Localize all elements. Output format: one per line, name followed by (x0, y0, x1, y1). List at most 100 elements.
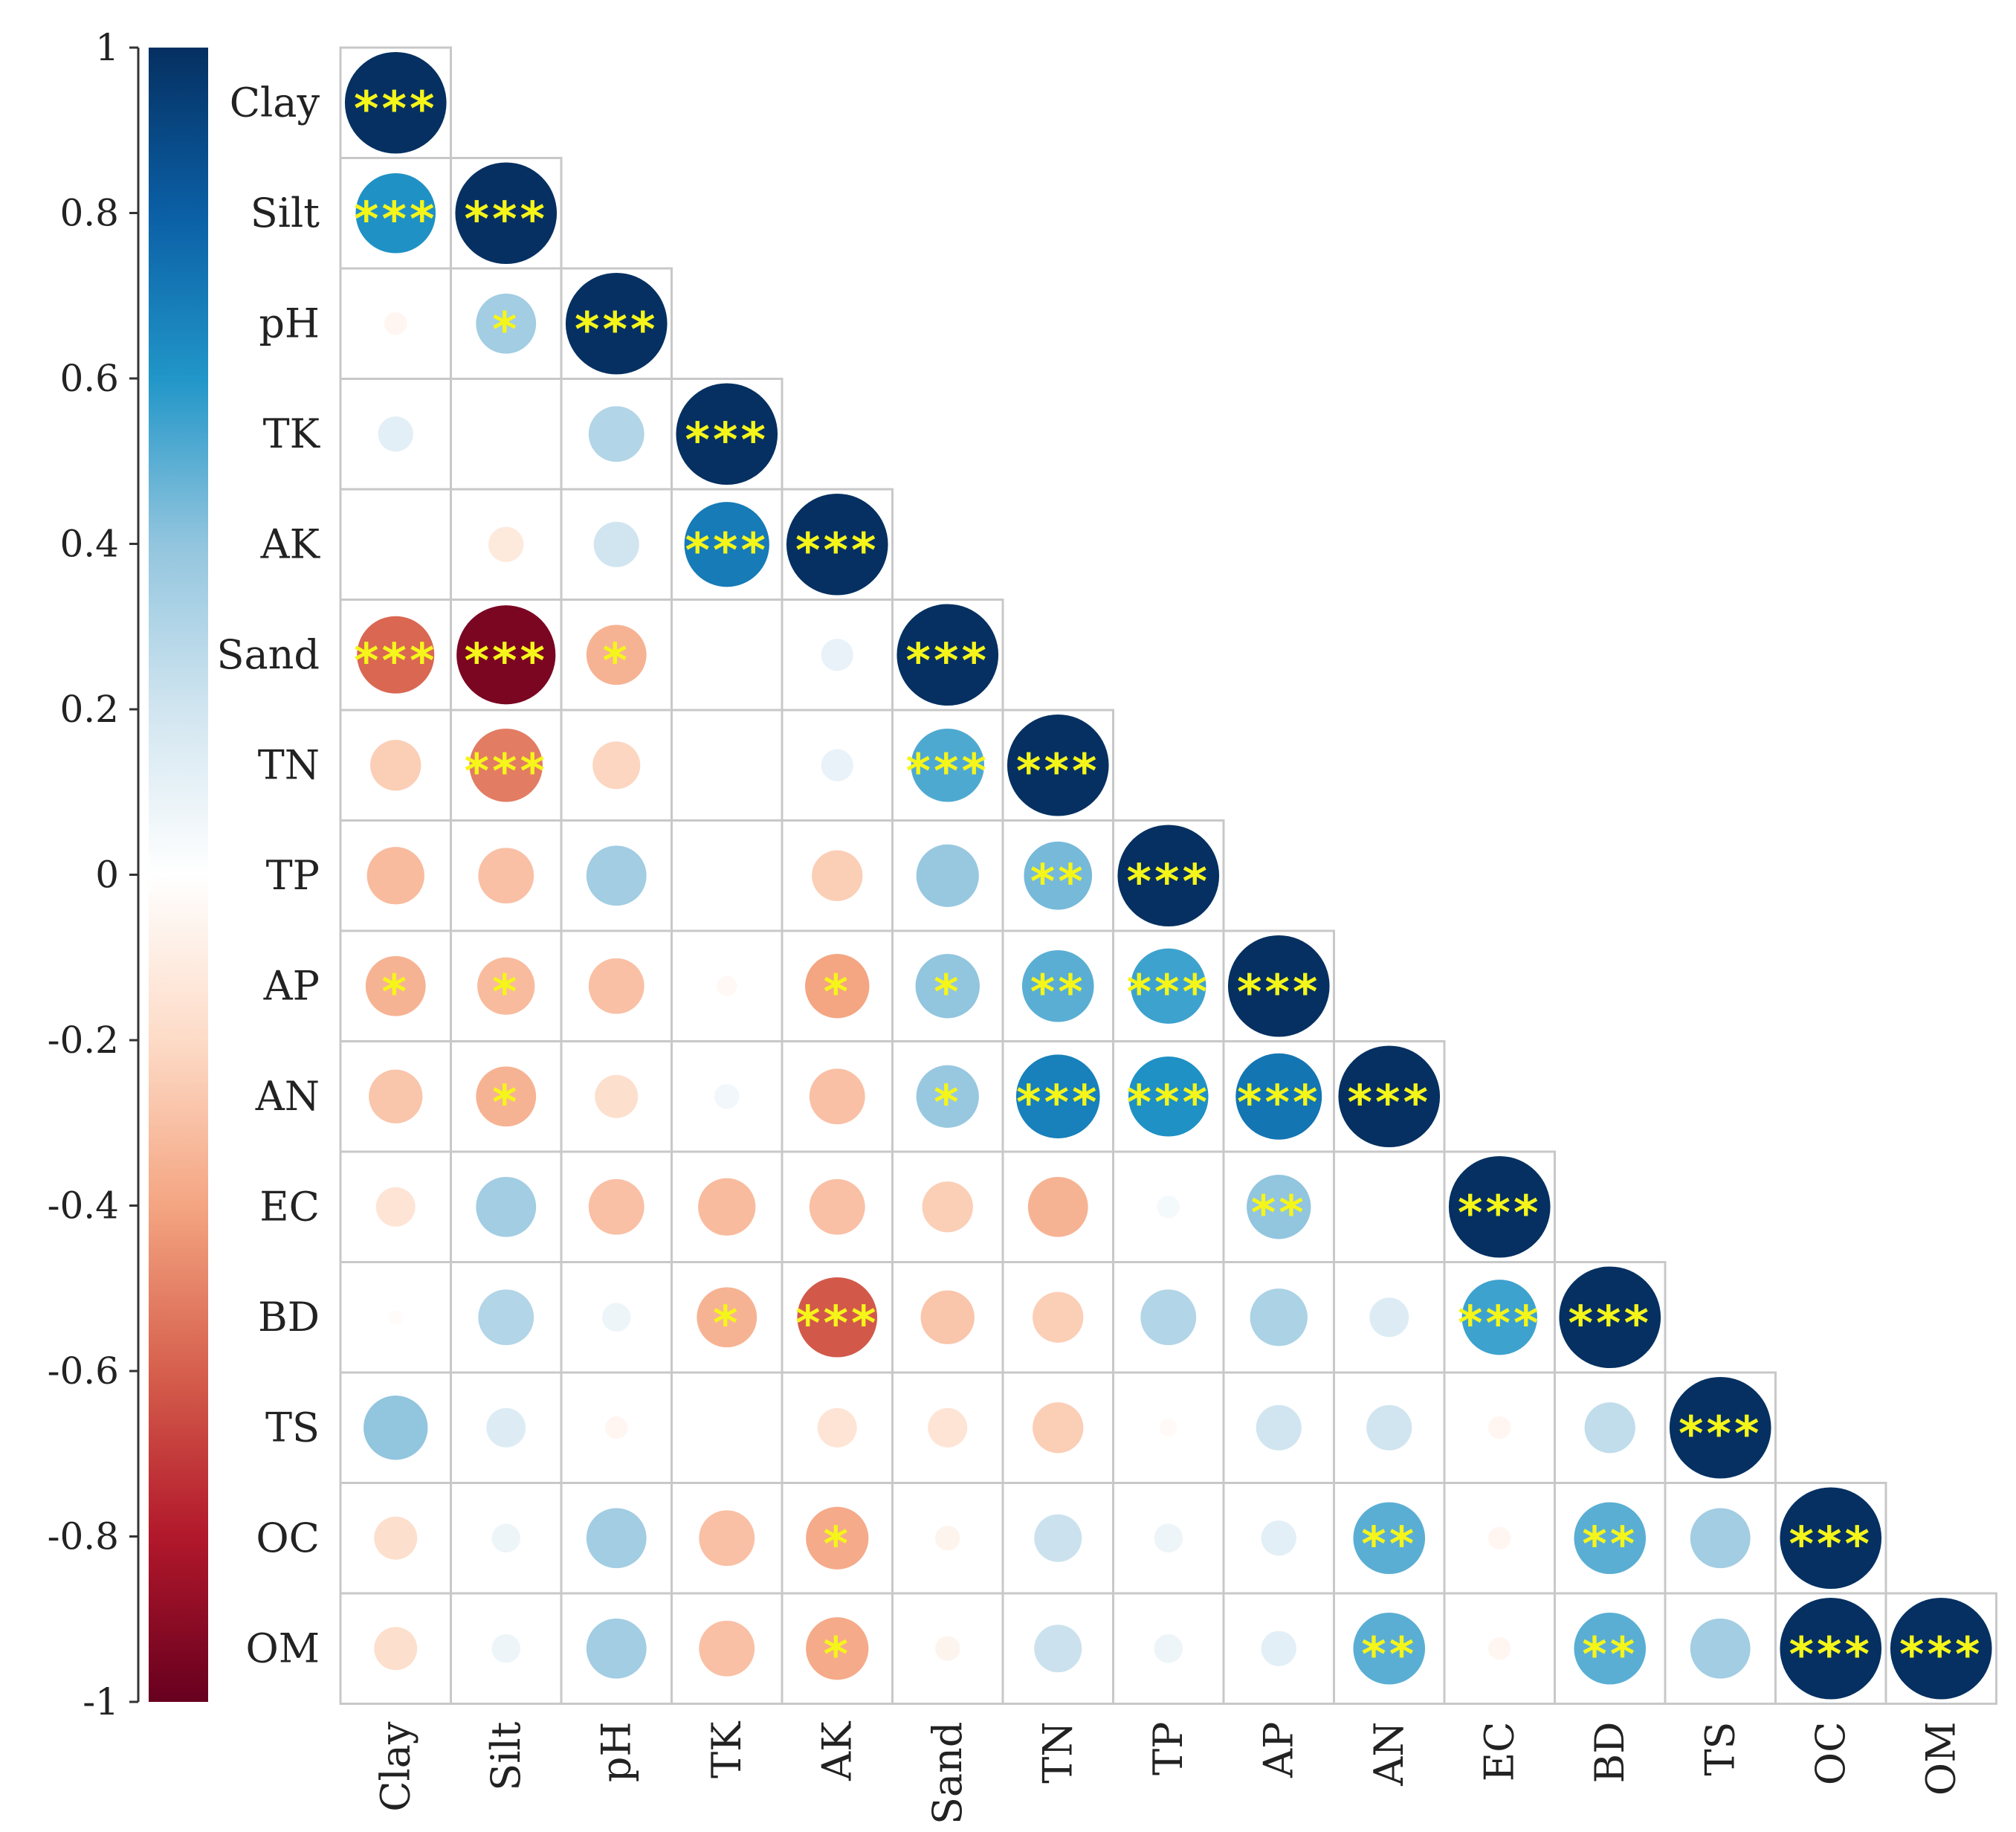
correlation-circle (1353, 1612, 1426, 1685)
cell-OM-AP (1222, 1592, 1335, 1705)
column-label: TS (1696, 1722, 1743, 1776)
cell-frame (671, 819, 784, 932)
cell-Silt-Silt: *** (450, 157, 563, 270)
significance-mark: *** (354, 634, 437, 689)
row-label: EC (259, 1183, 320, 1230)
correlation-circle (922, 1181, 973, 1233)
cell-OC-TK (671, 1482, 784, 1595)
cell-TS-Silt (450, 1371, 563, 1484)
correlation-circle (1227, 935, 1330, 1037)
correlation-circle (817, 1407, 857, 1448)
correlation-circle (1487, 1526, 1511, 1550)
correlation-circle (586, 1508, 647, 1569)
cell-OC-AN: ** (1333, 1482, 1446, 1595)
significance-mark: *** (795, 1297, 879, 1352)
correlation-circle (911, 728, 985, 802)
cell-AN-TK (671, 1040, 784, 1153)
cell-OM-TK (671, 1592, 784, 1705)
cell-OC-Silt (450, 1482, 563, 1595)
cell-EC-TN (1001, 1150, 1114, 1263)
correlation-circle (699, 1510, 755, 1567)
correlation-circle (374, 1627, 418, 1671)
cell-BD-TN (1001, 1261, 1114, 1374)
significance-mark: * (824, 1628, 851, 1683)
correlation-circle (1261, 1631, 1296, 1666)
correlation-circle (1256, 1404, 1302, 1451)
correlation-circle (478, 1289, 534, 1346)
significance-mark: *** (1458, 1186, 1541, 1241)
correlation-circle (588, 406, 644, 462)
cell-TP-TP: *** (1112, 819, 1225, 932)
colorbar: 1 0.8 0.6 0.4 0.2 0 -0.2 -0.4 -0.6 -0.8 -1 (48, 26, 208, 1723)
cell-AP-pH (560, 929, 673, 1042)
cell-BD-BD: *** (1554, 1261, 1667, 1374)
cell-AK-TK: *** (671, 488, 784, 601)
correlation-circle (1574, 1612, 1647, 1685)
cell-BD-AP (1222, 1261, 1335, 1374)
cell-TS-Sand (891, 1371, 1004, 1484)
correlation-circle (476, 1066, 537, 1127)
cell-AP-TK (671, 929, 784, 1042)
cell-BD-TK: * (671, 1261, 784, 1374)
significance-mark: *** (1127, 855, 1210, 910)
correlation-circle (1247, 1175, 1311, 1239)
significance-mark: * (492, 1076, 520, 1131)
cell-AK-pH (560, 488, 673, 601)
correlation-circle (1487, 1636, 1511, 1660)
cell-BD-TP (1112, 1261, 1225, 1374)
significance-mark: ** (1582, 1628, 1638, 1683)
correlation-circle (1669, 1376, 1771, 1479)
correlation-circle (1021, 949, 1094, 1022)
row-label: Sand (216, 631, 320, 678)
significance-mark: *** (1899, 1628, 1983, 1683)
correlation-circle (370, 740, 421, 791)
correlation-circle (1890, 1597, 1992, 1700)
cell-OM-Sand (891, 1592, 1004, 1705)
correlation-circle (684, 502, 769, 587)
significance-mark: *** (906, 744, 989, 799)
cell-OM-EC (1443, 1592, 1556, 1705)
significance-mark: ** (1030, 965, 1086, 1020)
correlation-circle (935, 1526, 960, 1551)
correlation-circle (364, 1396, 428, 1460)
cell-frame (339, 488, 452, 601)
cell-Silt-Clay: *** (339, 157, 452, 270)
column-label: AP (1255, 1722, 1302, 1778)
significance-mark: * (824, 1517, 851, 1573)
cell-TN-TK (671, 709, 784, 822)
significance-mark: *** (1237, 1076, 1320, 1131)
significance-mark: ** (1361, 1628, 1417, 1683)
cell-TK-Clay (339, 378, 452, 491)
cell-OM-TS (1664, 1592, 1777, 1705)
cell-AN-AP: *** (1222, 1040, 1335, 1153)
correlation-circle (916, 844, 979, 907)
correlation-circle (586, 845, 647, 906)
column-label: TP (1145, 1722, 1192, 1775)
correlation-circle (486, 1407, 526, 1448)
row-label: TN (258, 741, 320, 788)
cell-AN-TN: *** (1001, 1040, 1114, 1153)
cell-TS-BD (1554, 1371, 1667, 1484)
row-label: Silt (251, 190, 320, 236)
row-label: OC (256, 1515, 320, 1561)
cell-TP-Silt (450, 819, 563, 932)
cell-TS-AN (1333, 1371, 1446, 1484)
cell-EC-TP (1112, 1150, 1225, 1263)
cell-OC-Clay (339, 1482, 452, 1595)
correlation-circle (1369, 1297, 1409, 1338)
colorbar-tick-label: -0.6 (48, 1349, 119, 1393)
cell-OM-TP (1112, 1592, 1225, 1705)
correlation-circle (920, 1290, 975, 1344)
cell-OC-AK: * (781, 1482, 894, 1595)
cell-frame (671, 599, 784, 712)
correlation-circle (1131, 948, 1206, 1024)
cell-AN-pH (560, 1040, 673, 1153)
significance-mark: *** (1016, 744, 1099, 799)
cell-TS-Clay (339, 1371, 452, 1484)
cell-AN-AK (781, 1040, 894, 1153)
correlation-circle (915, 954, 980, 1019)
correlation-circle (698, 1178, 756, 1236)
cell-OM-pH (560, 1592, 673, 1705)
correlation-circle (1690, 1508, 1751, 1569)
correlation-circle (1033, 1402, 1084, 1454)
